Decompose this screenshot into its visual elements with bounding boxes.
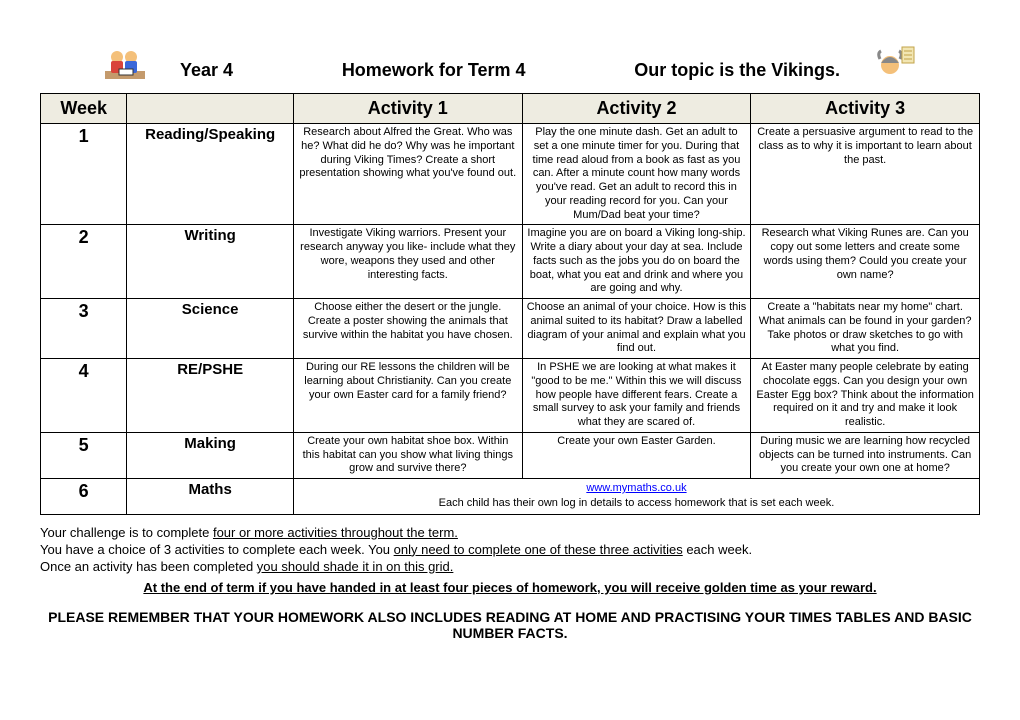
- subject-cell: Maths: [127, 479, 294, 515]
- activity-cell: During our RE lessons the children will …: [293, 359, 522, 433]
- activity-cell: Imagine you are on board a Viking long-s…: [522, 225, 751, 299]
- table-row: 2 Writing Investigate Viking warriors. P…: [41, 225, 980, 299]
- maths-cell: www.mymaths.co.uk Each child has their o…: [293, 479, 979, 515]
- header-title: Homework for Term 4: [342, 60, 526, 81]
- table-header-row: Week Activity 1 Activity 2 Activity 3: [41, 94, 980, 124]
- activity-cell: During music we are learning how recycle…: [751, 432, 980, 478]
- activity-cell: Choose either the desert or the jungle. …: [293, 299, 522, 359]
- mymaths-link[interactable]: www.mymaths.co.uk: [586, 482, 686, 494]
- table-row: 1 Reading/Speaking Research about Alfred…: [41, 124, 980, 225]
- activity-cell: Create a persuasive argument to read to …: [751, 124, 980, 225]
- page-header: Year 4 Homework for Term 4 Our topic is …: [40, 40, 980, 85]
- activity-cell: Create your own Easter Garden.: [522, 432, 751, 478]
- viking-icon: [870, 40, 920, 85]
- week-number: 6: [41, 479, 127, 515]
- week-number: 5: [41, 432, 127, 478]
- activity-cell: Choose an animal of your choice. How is …: [522, 299, 751, 359]
- header-activity-1: Activity 1: [293, 94, 522, 124]
- maths-note: Each child has their own log in details …: [439, 497, 835, 509]
- table-row: 5 Making Create your own habitat shoe bo…: [41, 432, 980, 478]
- note-reminder: PLEASE REMEMBER THAT YOUR HOMEWORK ALSO …: [40, 609, 980, 641]
- header-activity-3: Activity 3: [751, 94, 980, 124]
- note-line-2: You have a choice of 3 activities to com…: [40, 542, 980, 557]
- header-activity-2: Activity 2: [522, 94, 751, 124]
- subject-cell: Reading/Speaking: [127, 124, 294, 225]
- activity-cell: Create your own habitat shoe box. Within…: [293, 432, 522, 478]
- subject-cell: Making: [127, 432, 294, 478]
- note-line-3: Once an activity has been completed you …: [40, 559, 980, 574]
- activity-cell: Research what Viking Runes are. Can you …: [751, 225, 980, 299]
- activity-cell: Research about Alfred the Great. Who was…: [293, 124, 522, 225]
- table-row-maths: 6 Maths www.mymaths.co.uk Each child has…: [41, 479, 980, 515]
- header-week: Week: [41, 94, 127, 124]
- activity-cell: Create a "habitats near my home" chart. …: [751, 299, 980, 359]
- activity-cell: Play the one minute dash. Get an adult t…: [522, 124, 751, 225]
- header-subject: [127, 94, 294, 124]
- students-icon: [100, 40, 150, 85]
- header-topic: Our topic is the Vikings.: [634, 60, 840, 81]
- table-row: 3 Science Choose either the desert or th…: [41, 299, 980, 359]
- subject-cell: Science: [127, 299, 294, 359]
- subject-cell: Writing: [127, 225, 294, 299]
- activity-cell: At Easter many people celebrate by eatin…: [751, 359, 980, 433]
- week-number: 2: [41, 225, 127, 299]
- note-line-1: Your challenge is to complete four or mo…: [40, 525, 980, 540]
- week-number: 3: [41, 299, 127, 359]
- note-reward: At the end of term if you have handed in…: [40, 580, 980, 595]
- notes-section: Your challenge is to complete four or mo…: [40, 525, 980, 641]
- week-number: 4: [41, 359, 127, 433]
- week-number: 1: [41, 124, 127, 225]
- subject-cell: RE/PSHE: [127, 359, 294, 433]
- homework-table: Week Activity 1 Activity 2 Activity 3 1 …: [40, 93, 980, 515]
- table-row: 4 RE/PSHE During our RE lessons the chil…: [41, 359, 980, 433]
- activity-cell: In PSHE we are looking at what makes it …: [522, 359, 751, 433]
- activity-cell: Investigate Viking warriors. Present you…: [293, 225, 522, 299]
- header-year: Year 4: [180, 60, 233, 81]
